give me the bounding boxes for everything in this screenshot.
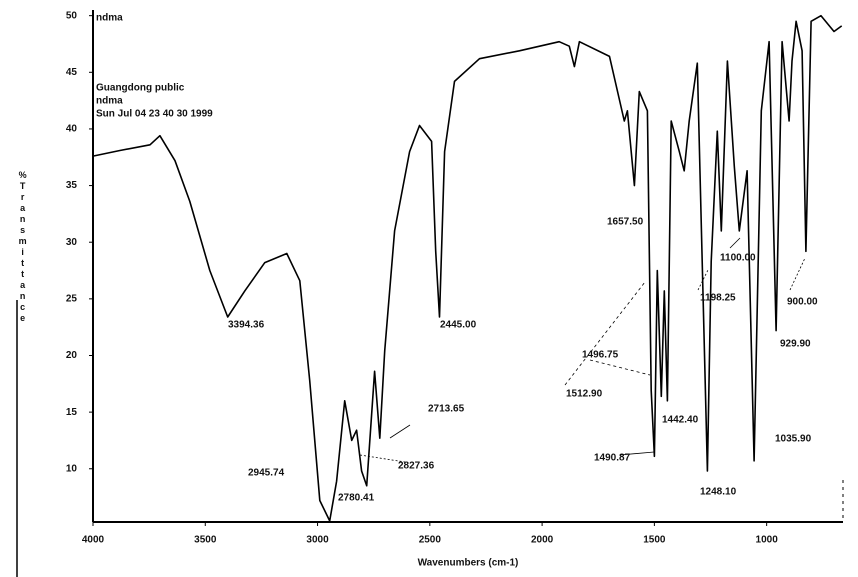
annotation: 2827.36 [398,461,435,472]
annotation: Sun Jul 04 23 40 30 1999 [96,109,213,120]
y-tick-label: 30 [66,237,78,248]
annotation: 929.90 [780,339,811,350]
x-tick-label: 2500 [419,535,442,546]
annotation: 1100.00 [720,253,756,264]
x-axis-label: Wavenumbers (cm-1) [418,558,519,569]
y-tick-label: 25 [66,293,78,304]
annotation: Guangdong public [96,83,185,94]
annotation: ndma [96,13,123,24]
y-tick-label: 45 [66,67,78,78]
annotation: 1198.25 [700,293,736,304]
leader-lines [359,237,806,463]
y-tick-label: 40 [66,124,78,135]
x-tick-label: 1500 [643,535,666,546]
annotation: 2445.00 [440,320,477,331]
x-tick-label: 3000 [306,535,329,546]
annotation: 3394.36 [228,320,265,331]
x-tick-label: 4000 [82,535,105,546]
annotation: 2713.65 [428,404,465,415]
annotation: 1035.90 [775,434,812,445]
annotation: 1442.40 [662,415,699,426]
annotation: 1657.50 [607,217,644,228]
annotation: 2945.74 [248,468,285,479]
x-tick-label: 2000 [531,535,554,546]
annotation: 1248.10 [700,487,737,498]
x-tick-label: 3500 [194,535,217,546]
y-tick-label: 35 [66,180,78,191]
y-tick-label: 50 [66,10,78,21]
annotation: 2780.41 [338,493,375,504]
annotation: 1490.87 [594,453,631,464]
y-tick-label: 20 [66,350,78,361]
annotation: 1496.75 [582,350,619,361]
y-tick-label: 15 [66,407,78,418]
y-tick-label: 10 [66,463,78,474]
y-axis-label: %Transmittance [18,170,28,324]
x-tick-label: 1000 [756,535,779,546]
spectrum-line [92,14,843,522]
annotation: 1512.90 [566,389,603,400]
annotation: ndma [96,96,123,107]
annotation: 900.00 [787,297,818,308]
